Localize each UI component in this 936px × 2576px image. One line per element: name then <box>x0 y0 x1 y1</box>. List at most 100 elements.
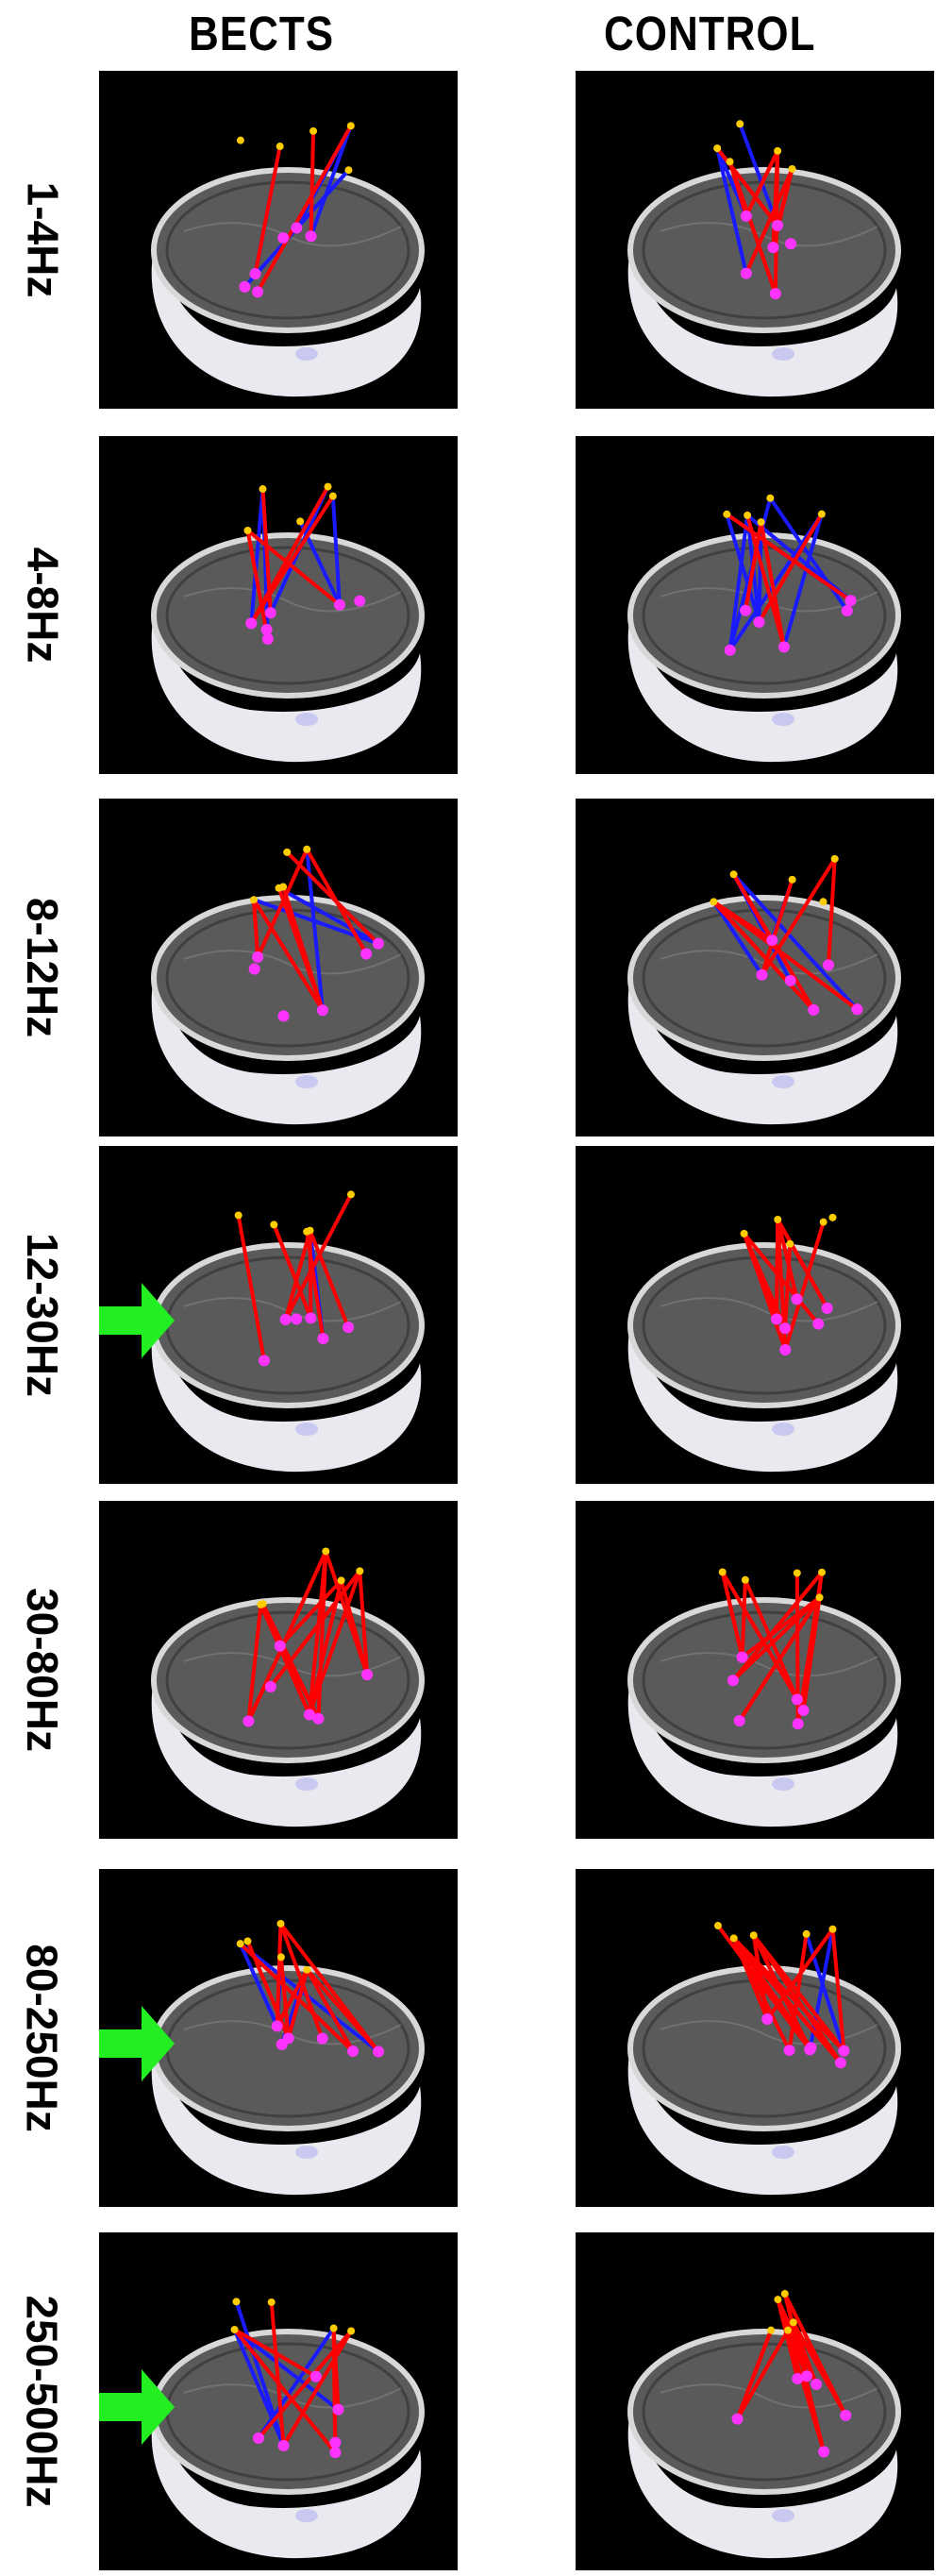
connection-line-red <box>738 1596 822 1723</box>
connection-line-red <box>339 1579 369 1675</box>
brain-cut-surface <box>151 895 425 1061</box>
head-surface <box>627 1671 898 1827</box>
connection-line-red <box>776 1219 799 1300</box>
head-surface <box>151 968 422 1125</box>
frequency-band-label: 1-4Hz <box>18 181 67 298</box>
electrode-target <box>808 1003 820 1016</box>
electrode-target <box>360 948 373 960</box>
electrode-target <box>736 1651 748 1663</box>
electrode-target <box>770 1313 782 1325</box>
electrode-source <box>774 146 782 155</box>
connection-line-blue <box>715 147 748 275</box>
connection-line-red <box>245 1940 291 2040</box>
electrode-target <box>753 615 765 628</box>
row-label-8-12hz: 8-12Hz <box>0 799 85 1136</box>
connection-line-red <box>283 1230 312 1321</box>
brain-sulcus <box>660 1652 878 1677</box>
brain-cut-surface <box>627 2329 901 2495</box>
bects-brain-panel <box>99 436 458 774</box>
connection-line-red <box>272 1223 313 1320</box>
connection-line-blue <box>711 901 764 976</box>
bects-brain-panel <box>99 71 458 409</box>
electrode-target <box>785 238 797 250</box>
connection-line-red <box>731 1595 821 1682</box>
nose-marker <box>772 347 794 361</box>
connection-line-red <box>256 125 353 294</box>
brain-network-graphic <box>151 845 425 1125</box>
electrode-target <box>812 1318 825 1330</box>
connection-line-red <box>309 130 316 237</box>
row-label-12-30hz: 12-30Hz <box>0 1146 85 1484</box>
connection-line-red <box>830 1928 846 2051</box>
connection-line-red <box>741 1595 821 1659</box>
brain-gyri <box>165 1610 410 1750</box>
connection-line-red <box>731 1937 792 2051</box>
connection-line-red <box>776 1219 829 1309</box>
head-surface <box>151 241 422 397</box>
electrode-target <box>316 2032 328 2045</box>
connection-line-red <box>757 513 824 624</box>
electrode-source <box>259 485 267 494</box>
row-label-80-250hz: 80-250Hz <box>0 1869 85 2207</box>
connection-line-red <box>308 1570 362 1716</box>
electrode-target <box>343 1322 355 1334</box>
electrode-source <box>744 511 752 519</box>
electrode-source <box>830 854 839 863</box>
electrode-source <box>802 1929 811 1938</box>
electrode-target <box>777 641 790 653</box>
electrode-source <box>267 2298 276 2306</box>
head-surface <box>627 1316 898 1473</box>
electrode-target <box>242 1715 255 1727</box>
frequency-band-label: 12-30Hz <box>18 1233 67 1397</box>
connection-line-red <box>249 495 335 625</box>
electrode-source <box>819 1218 827 1226</box>
electrode-source <box>303 845 311 853</box>
electrode-source <box>726 158 734 166</box>
electrode-source <box>817 510 826 518</box>
electrode-target <box>844 595 857 607</box>
column-title-bects: BECTS <box>189 8 335 61</box>
connection-line-red <box>731 873 774 942</box>
brain-network-graphic <box>627 1568 901 1827</box>
electrode-target <box>271 2020 283 2032</box>
brain-network-graphic <box>99 1190 425 1473</box>
electrode-target <box>804 2044 816 2056</box>
electrode-source <box>236 1940 244 1948</box>
connection-line-red <box>246 529 342 607</box>
head-surface <box>151 606 422 763</box>
electrode-source <box>736 120 744 128</box>
connection-line-red <box>720 1571 744 1658</box>
connection-line-red <box>743 1232 820 1325</box>
head-surface <box>151 1316 422 1473</box>
electrode-target <box>252 951 264 963</box>
connection-line-red <box>275 1968 309 2028</box>
brain-network-graphic <box>99 1919 425 2196</box>
column-title-control: CONTROL <box>604 8 816 61</box>
electrode-target <box>821 1302 833 1314</box>
connection-line-blue <box>277 886 379 946</box>
connection-line-blue <box>233 2328 340 2412</box>
electrode-target <box>332 2403 344 2416</box>
connection-line-blue <box>309 125 353 237</box>
brain-cut-surface <box>151 1597 425 1763</box>
electrode-target <box>772 219 784 231</box>
electrode-source <box>324 482 332 491</box>
electrode-source <box>741 1575 749 1584</box>
connection-line-red <box>792 2321 848 2416</box>
nose-marker <box>295 2146 318 2159</box>
electrode-target <box>305 1312 317 1324</box>
brain-network-graphic <box>151 482 425 763</box>
electrode-source <box>784 2326 793 2334</box>
frequency-band-label: 80-250Hz <box>18 1944 68 2132</box>
nose-marker <box>295 1423 318 1436</box>
connection-line-red <box>276 887 325 1011</box>
electrode-target <box>309 2370 322 2382</box>
brain-cut-surface <box>151 532 425 699</box>
brain-network-graphic <box>627 2290 901 2559</box>
connection-line-red <box>783 1221 826 1351</box>
electrode-source <box>243 526 252 534</box>
electrode-source <box>793 1569 801 1577</box>
electrode-target <box>838 2045 850 2057</box>
electrode-target <box>778 1322 791 1335</box>
connection-line-blue <box>738 123 779 227</box>
